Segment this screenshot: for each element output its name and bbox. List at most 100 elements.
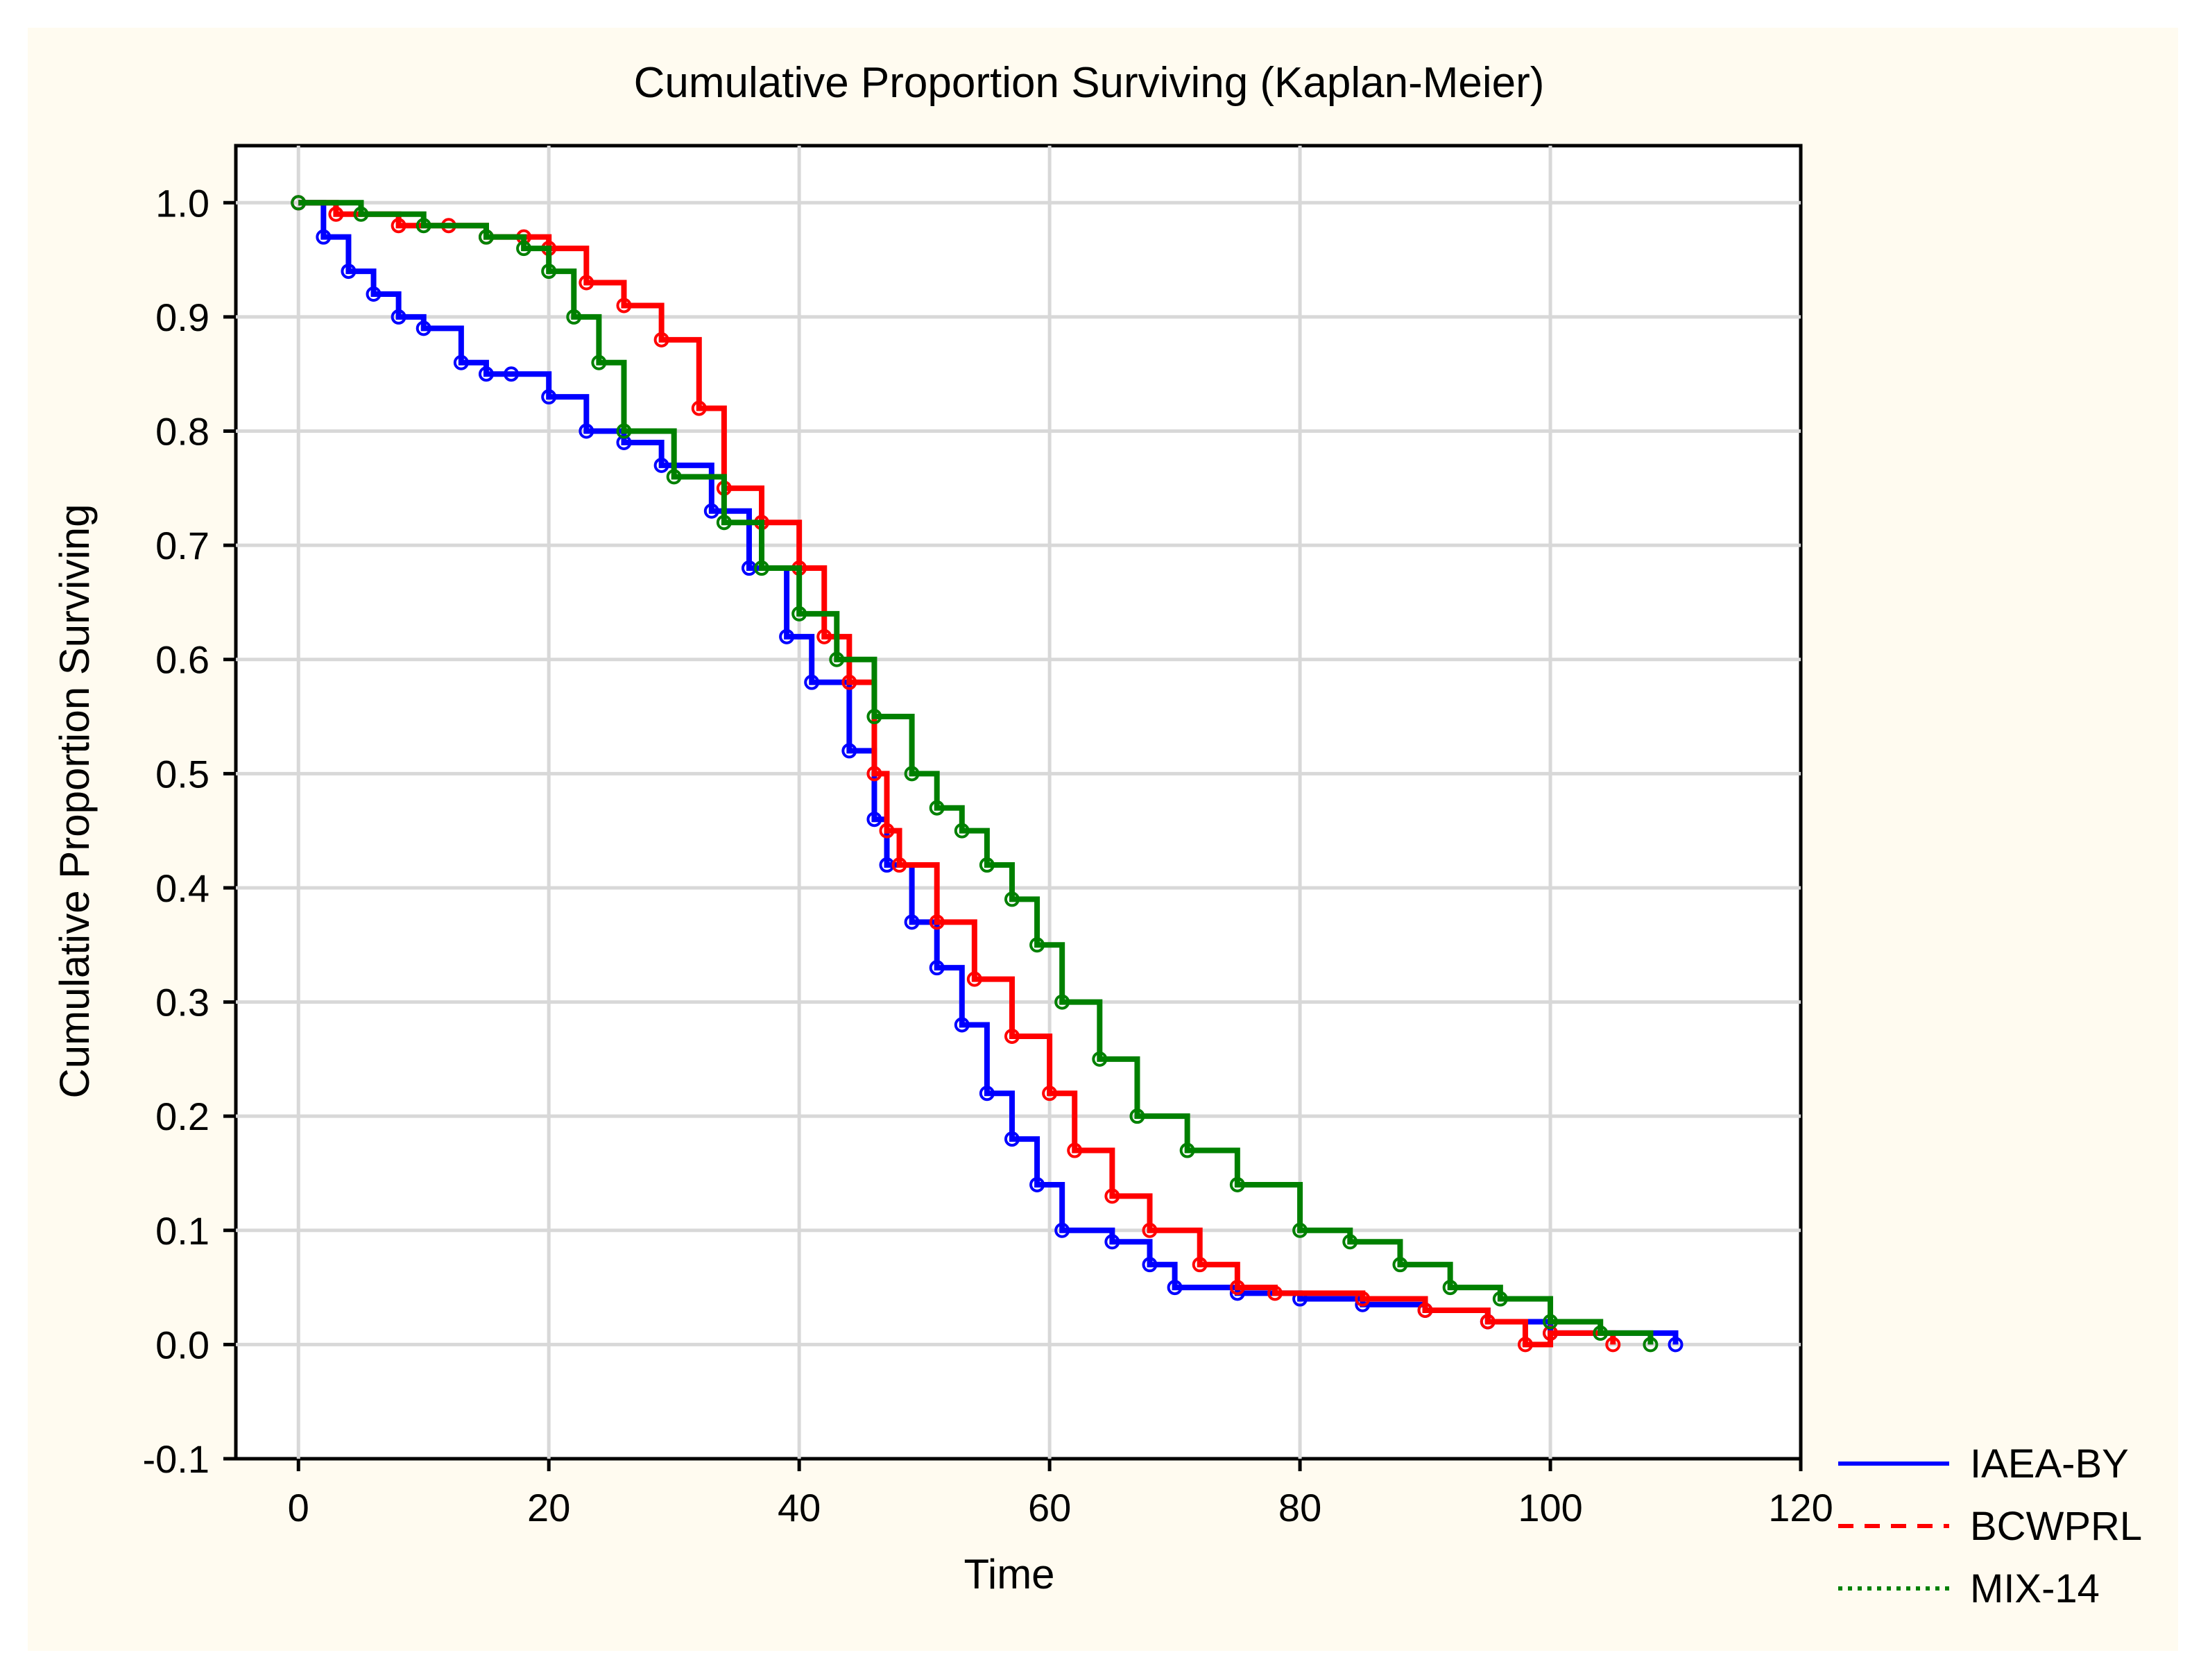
data-point [541,264,557,280]
y-tick-label: 0.8 [155,410,209,454]
data-point [866,709,882,725]
data-point [541,389,557,405]
data-point [666,469,682,485]
data-point [1104,1234,1120,1250]
chart-figure: Cumulative Proportion Surviving (Kaplan-… [28,28,2178,1651]
data-point [353,206,369,222]
y-tick-label: -0.1 [143,1437,210,1481]
data-point [1417,1303,1433,1319]
data-point [1029,1176,1045,1192]
x-tick-label: 120 [1768,1486,1833,1529]
series-layer [291,195,1684,1353]
data-point [616,423,632,439]
x-tick-label: 0 [288,1486,309,1529]
data-point [891,857,907,873]
data-point [929,960,945,976]
grid [236,146,1801,1459]
data-point [779,628,795,644]
y-tick-label: 1.0 [155,181,209,225]
data-point [929,800,945,816]
data-point [1004,1028,1020,1044]
data-point [1643,1337,1659,1353]
data-point [1142,1257,1158,1273]
data-point [591,354,607,370]
data-point [566,309,582,325]
data-point [1042,1086,1058,1102]
data-point [1292,1222,1308,1238]
data-point [1104,1188,1120,1204]
data-point [716,515,732,531]
data-point [1492,1291,1508,1307]
data-point [653,457,669,473]
data-point [453,354,469,370]
data-point [979,1086,995,1102]
legend-label: MIX-14 [1970,1566,2100,1611]
y-axis-ticks: -0.1 0.0 0.1 0.2 0.3 0.4 0.5 0.6 0.7 0.8 0.9 1.0 [143,181,236,1481]
y-tick-label: 0.2 [155,1095,209,1138]
y-tick-label: 0.4 [155,866,209,910]
legend-label: IAEA-BY [1970,1441,2129,1486]
data-point [316,229,332,245]
data-point [1004,1131,1020,1147]
data-point [1392,1257,1408,1273]
data-point [341,264,357,280]
data-point [866,766,882,782]
y-axis-label: Cumulative Proportion Surviving [51,504,98,1098]
series-mix-14 [291,195,1659,1353]
x-tick-label: 40 [778,1486,821,1529]
data-point [1054,994,1070,1010]
data-point [929,914,945,930]
data-point [1267,1285,1283,1301]
data-point [516,241,532,257]
y-tick-label: 0.0 [155,1323,209,1366]
plot-frame [234,144,1803,1461]
x-axis-label: Time [963,1551,1054,1597]
data-point [879,823,895,839]
data-point [478,229,494,245]
data-point [1179,1142,1195,1158]
data-point [703,503,719,519]
data-point [841,743,857,759]
data-point [366,286,382,302]
data-point [579,423,594,439]
data-point [653,332,669,348]
y-tick-label: 0.6 [155,638,209,682]
data-point [1342,1234,1358,1250]
data-point [1092,1051,1108,1067]
data-point [841,674,857,690]
data-point [1129,1108,1145,1124]
y-tick-label: 0.7 [155,524,209,567]
x-tick-label: 20 [527,1486,570,1529]
data-point [328,206,344,222]
data-point [1517,1337,1533,1353]
y-tick-label: 0.3 [155,981,209,1025]
data-point [416,218,431,234]
data-point [979,857,995,873]
data-point [391,218,406,234]
data-point [1004,891,1020,907]
data-point [1355,1291,1371,1307]
data-point [416,320,431,336]
data-point [616,298,632,314]
data-point [1192,1257,1208,1273]
data-point [1067,1142,1083,1158]
y-tick-label: 0.5 [155,752,209,796]
data-point [966,971,982,987]
data-point [1142,1222,1158,1238]
data-point [954,1017,970,1033]
data-point [1442,1280,1458,1296]
data-point [904,766,920,782]
legend: IAEA-BY BCWPRL MIX-14 [1838,1441,2142,1611]
series-line [298,200,1654,1345]
data-point [804,674,820,690]
data-point [1054,1222,1070,1238]
x-axis-ticks: 0 20 40 60 80 100 120 [288,1459,1833,1529]
x-tick-label: 80 [1278,1486,1321,1529]
data-point [391,309,406,325]
data-point [291,195,307,211]
data-point [754,560,770,576]
data-point [504,366,520,382]
x-tick-label: 100 [1518,1486,1582,1529]
y-tick-label: 0.9 [155,295,209,339]
data-point [1593,1325,1609,1341]
